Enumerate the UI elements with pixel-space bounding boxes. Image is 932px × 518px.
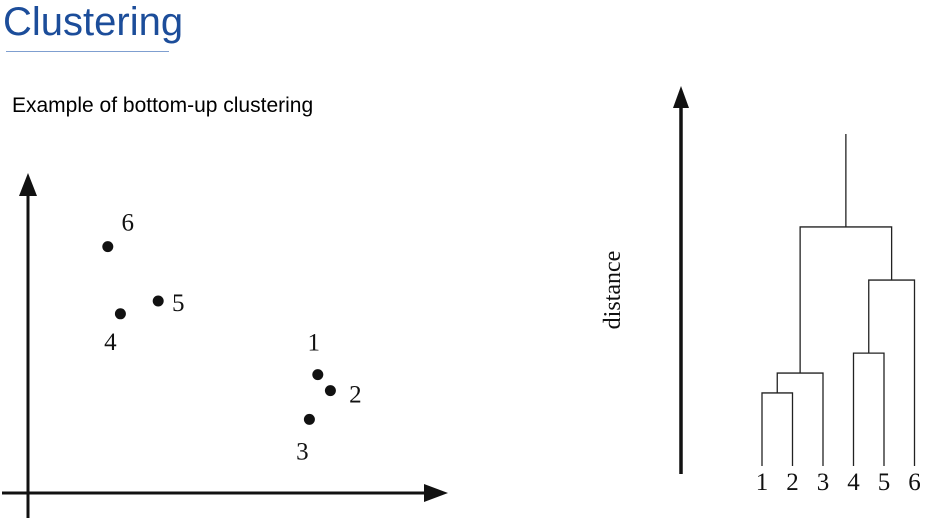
dendrogram-link [761,392,794,466]
dendrogram-link [776,372,824,466]
scatter-plot: 1 2 3 4 5 6 [2,173,448,518]
scatter-point-3 [303,413,315,425]
scatter-point-4 [114,308,126,320]
scatter-point-label: 3 [296,438,309,465]
dendrogram-leaf-label: 1 [756,469,769,496]
slide-subtitle: Example of bottom-up clustering [12,94,314,117]
scatter-point-2 [324,385,336,397]
scatter-x-arrow-icon [424,484,448,502]
dendrogram-link [799,226,893,374]
scatter-point-label: 4 [104,329,117,356]
scatter-y-arrow-icon [19,173,37,196]
scatter-points: 1 2 3 4 5 6 [102,210,362,465]
dendrogram-leaf-label: 2 [786,469,799,496]
dendrogram-leaf-label: 5 [878,469,891,496]
slide-title: Clustering [3,0,184,44]
dendrogram-links [761,134,916,466]
scatter-point-1 [312,369,324,381]
dendrogram-link [868,279,916,466]
scatter-point-label: 2 [349,382,362,409]
scatter-point-label: 1 [308,330,321,357]
dendrogram-leaf-label: 6 [908,469,921,496]
dendrogram-leaf-label: 4 [847,469,860,496]
distance-axis-label: distance [600,251,626,330]
dendrogram-leaf-label: 3 [817,469,830,496]
title-underline [6,51,169,52]
scatter-point-label: 5 [172,290,185,317]
scatter-point-6 [102,241,114,253]
scatter-point-5 [152,295,164,307]
dendrogram-link [852,352,885,466]
distance-arrow-icon [673,86,689,108]
scatter-point-label: 6 [122,210,135,237]
